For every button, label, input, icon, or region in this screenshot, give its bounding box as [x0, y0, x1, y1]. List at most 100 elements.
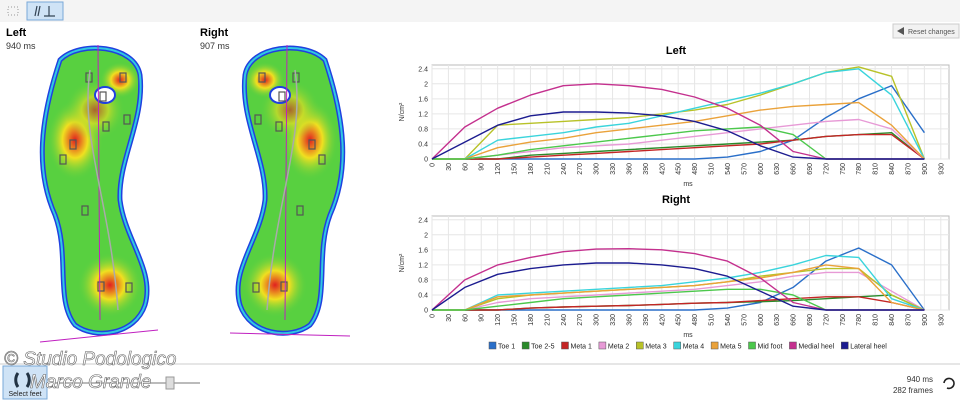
x-tick-label: 510 [709, 314, 716, 326]
legend-label: Meta 2 [608, 344, 630, 351]
left-foot [42, 45, 147, 333]
x-tick-label: 60 [462, 314, 469, 322]
y-tick-label: 0 [424, 308, 428, 315]
x-tick-label: 390 [643, 163, 650, 175]
x-tick-label: 240 [561, 314, 568, 326]
x-tick-label: 750 [840, 163, 847, 175]
x-tick-label: 270 [577, 314, 584, 326]
legend-swatch [521, 341, 530, 350]
series-line [432, 101, 925, 160]
series-line [432, 133, 925, 160]
y-tick-label: 1.2 [418, 111, 428, 118]
series-line [432, 264, 925, 311]
x-axis-label: ms [683, 181, 693, 188]
x-tick-label: 30 [446, 163, 453, 171]
x-tick-label: 300 [594, 163, 601, 175]
feet-icon [14, 372, 31, 388]
x-tick-label: 390 [643, 314, 650, 326]
charts: 0 30 60 90 120 150 180 210 240 270 300 330 360 390 420… [399, 45, 950, 339]
x-tick-label: 480 [692, 163, 699, 175]
x-tick-label: 840 [889, 314, 896, 326]
foot-axis [39, 329, 159, 343]
select-feet-button[interactable] [2, 365, 48, 400]
legend-swatch [673, 341, 681, 350]
series-line [432, 247, 925, 311]
x-tick-label: 720 [823, 163, 830, 175]
y-tick-label: 0.4 [418, 141, 428, 148]
legend-swatch [598, 341, 607, 350]
slider-handle[interactable] [165, 376, 175, 390]
legend-swatch [488, 341, 497, 350]
toolbar [0, 0, 960, 22]
series-line [432, 254, 925, 311]
x-tick-label: 810 [873, 314, 880, 326]
watermark: © Studio Podologico [4, 349, 176, 370]
y-tick-label: 2.4 [418, 66, 428, 73]
x-tick-label: 300 [594, 314, 601, 326]
x-tick-label: 420 [659, 314, 666, 326]
axis-icon [34, 5, 55, 17]
x-axis-label: ms [683, 332, 693, 339]
y-tick-label: 0.4 [418, 292, 428, 299]
chart-title: Left [666, 45, 687, 57]
x-tick-label: 480 [692, 314, 699, 326]
x-tick-label: 360 [626, 314, 633, 326]
x-tick-label: 60 [462, 163, 469, 171]
x-tick-label: 600 [758, 163, 765, 175]
x-tick-label: 690 [807, 163, 814, 175]
select-feet-label: Select feet [8, 391, 41, 398]
legend-label: Meta 5 [720, 344, 742, 351]
legend-label: Toe 2-5 [531, 344, 554, 351]
x-tick-label: 120 [495, 314, 502, 326]
legend-swatch [789, 341, 797, 350]
legend-label: Meta 4 [683, 344, 705, 351]
refresh-icon[interactable] [943, 377, 955, 390]
axis-toggle[interactable] [26, 1, 64, 21]
y-tick-label: 0.8 [418, 277, 428, 284]
legend: Toe 1 Toe 2-5 Meta 1 Meta 2 Meta 3 Meta 4 Meta… [488, 341, 887, 351]
reset-button[interactable] [892, 23, 960, 39]
frames-label: 282 frames [893, 386, 933, 395]
y-tick-label: 0 [424, 157, 428, 164]
x-tick-label: 780 [856, 163, 863, 175]
foot-duration: 940 ms [6, 41, 36, 51]
x-tick-label: 540 [725, 163, 732, 175]
series-line [432, 85, 925, 160]
x-tick-label: 600 [758, 314, 765, 326]
x-tick-label: 750 [840, 314, 847, 326]
chart-title: Right [662, 194, 690, 206]
y-tick-label: 1.6 [418, 247, 428, 254]
plot-area [431, 64, 950, 160]
x-tick-label: 120 [495, 163, 502, 175]
watermark: Marco Grande [30, 372, 151, 393]
x-tick-label: 540 [725, 314, 732, 326]
x-tick-label: 240 [561, 163, 568, 175]
series-line [431, 111, 925, 160]
x-tick-label: 630 [774, 314, 781, 326]
x-tick-label: 870 [905, 163, 912, 175]
series-line [432, 296, 925, 311]
x-tick-label: 90 [479, 163, 486, 171]
y-axis-label: N/cm² [399, 102, 406, 121]
x-tick-label: 150 [512, 314, 519, 326]
legend-label: Medial heel [798, 344, 834, 351]
x-tick-label: 930 [938, 314, 945, 326]
reset-label: Reset changes [908, 29, 955, 36]
x-tick-label: 900 [922, 314, 929, 326]
time-label: 940 ms [907, 375, 933, 384]
x-tick-label: 150 [512, 163, 519, 175]
y-tick-label: 0.8 [418, 126, 428, 133]
x-tick-label: 0 [430, 163, 437, 167]
foot-duration: 907 ms [200, 41, 230, 51]
x-tick-label: 450 [676, 314, 683, 326]
x-tick-label: 0 [430, 314, 437, 318]
x-tick-label: 360 [626, 163, 633, 175]
x-tick-label: 570 [741, 163, 748, 175]
legend-label: Mid foot [758, 344, 783, 351]
legend-label: Lateral heel [850, 344, 887, 351]
foot-label: Right [200, 27, 228, 39]
y-tick-label: 2.4 [418, 217, 428, 224]
legend-label: Meta 3 [645, 344, 667, 351]
